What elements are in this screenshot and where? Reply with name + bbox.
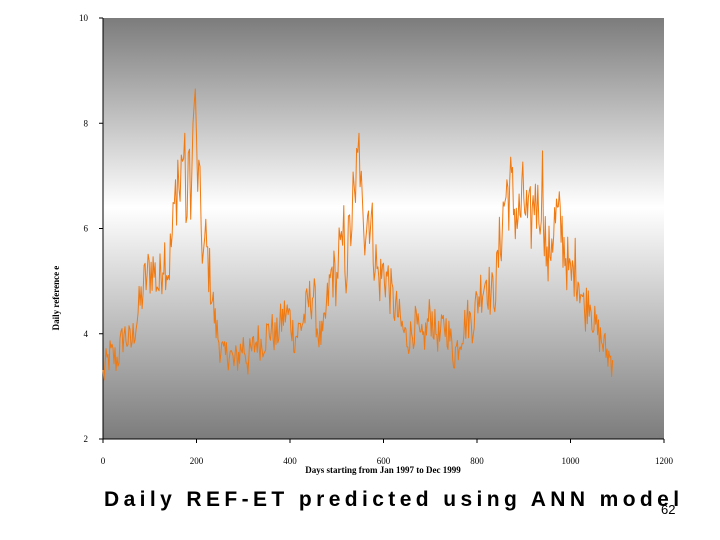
x-tick-label: 400 (283, 456, 297, 466)
y-tick-label: 8 (84, 118, 89, 128)
y-tick-label: 6 (84, 224, 89, 234)
x-tick-label: 1200 (655, 456, 674, 466)
x-tick-label: 200 (190, 456, 204, 466)
y-tick-label: 4 (84, 329, 89, 339)
y-tick-label: 2 (84, 434, 89, 444)
x-tick-label: 0 (101, 456, 106, 466)
plot-background (103, 18, 664, 439)
slide-title: Daily REF-ET predicted using ANN model (104, 488, 684, 511)
y-axis-label: Daily reference e (51, 266, 61, 331)
x-tick-label: 1000 (562, 456, 581, 466)
y-tick-label: 10 (79, 13, 89, 23)
slide-number: 62 (661, 502, 676, 517)
x-axis-label: Days starting from Jan 1997 to Dec 1999 (305, 465, 461, 475)
series-line (102, 88, 614, 381)
x-tick-labels: 0 200 400 600 800 1000 1200 (101, 456, 674, 466)
x-tick-label: 600 (377, 456, 391, 466)
x-tick-label: 800 (470, 456, 484, 466)
series-layer (102, 88, 614, 381)
axes (99, 17, 665, 443)
y-tick-labels: 10 8 6 4 2 (79, 13, 89, 444)
